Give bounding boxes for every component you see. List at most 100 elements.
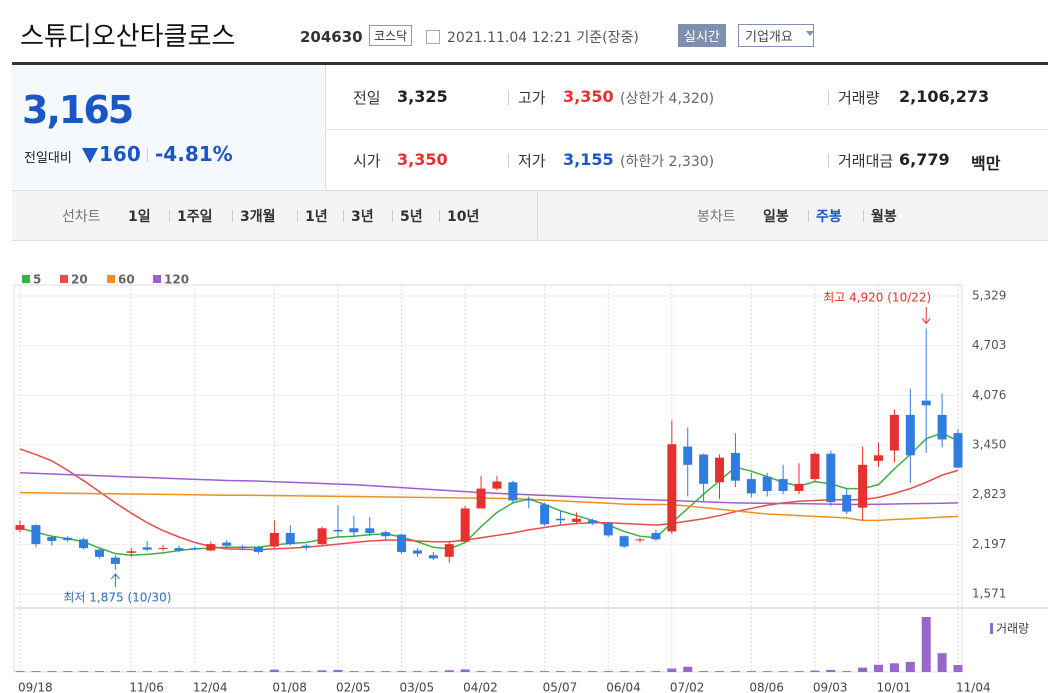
x-tick-label: 09/18 bbox=[18, 681, 53, 693]
x-tick-label: 11/06 bbox=[129, 681, 164, 693]
volume-bar bbox=[762, 671, 772, 672]
tab[interactable]: 월봉 bbox=[871, 209, 897, 225]
candle-body bbox=[142, 547, 152, 550]
separator bbox=[392, 210, 393, 222]
stat-label: 거래대금 bbox=[838, 152, 894, 170]
stat-value: 6,779 bbox=[899, 150, 950, 169]
tab[interactable]: 3개월 bbox=[240, 209, 276, 225]
candle-body bbox=[858, 464, 868, 508]
x-tick-label: 03/05 bbox=[400, 681, 435, 693]
candle-body bbox=[397, 534, 407, 553]
tab[interactable]: 5년 bbox=[400, 209, 423, 225]
x-tick-label: 01/08 bbox=[272, 681, 307, 693]
volume-bar bbox=[31, 671, 41, 672]
candle-body bbox=[953, 433, 963, 468]
y-tick-label: 4,076 bbox=[972, 388, 1006, 402]
tab[interactable]: 1년 bbox=[305, 209, 328, 225]
stat-label: 고가 bbox=[518, 89, 546, 107]
volume-bar bbox=[508, 671, 518, 672]
tab[interactable]: 1일 bbox=[128, 209, 151, 225]
volume-bar bbox=[842, 671, 852, 672]
price-panel bbox=[12, 65, 326, 190]
y-tick-label: 5,329 bbox=[972, 289, 1006, 303]
y-tick-label: 2,197 bbox=[972, 537, 1006, 551]
candle-body bbox=[269, 533, 279, 547]
volume-bar bbox=[778, 671, 788, 672]
volume-bar bbox=[699, 671, 709, 672]
candle-body bbox=[285, 533, 295, 545]
volume-bar bbox=[238, 671, 248, 672]
candle-body bbox=[730, 452, 740, 481]
x-tick-label: 09/03 bbox=[813, 681, 848, 693]
volume-bar bbox=[587, 671, 597, 672]
volume-bar bbox=[953, 665, 963, 672]
volume-bar bbox=[858, 667, 868, 672]
current-price: 3,165 bbox=[22, 88, 134, 132]
volume-bar bbox=[428, 671, 438, 672]
candle-body bbox=[921, 400, 931, 406]
stat-extra: 백만 bbox=[971, 154, 1001, 173]
x-tick-label: 02/05 bbox=[336, 681, 371, 693]
stat-extra: (하한가 2,330) bbox=[620, 154, 715, 170]
candle-body bbox=[524, 498, 534, 501]
tab-divider bbox=[537, 191, 538, 239]
tab[interactable]: 3년 bbox=[351, 209, 374, 225]
legend-label: 5 bbox=[33, 273, 41, 287]
separator bbox=[508, 154, 509, 168]
volume-legend-swatch bbox=[990, 623, 993, 634]
separator bbox=[169, 210, 170, 222]
dropdown-arrow bbox=[806, 31, 814, 40]
candle-body bbox=[222, 542, 232, 546]
stat-extra: (상한가 4,320) bbox=[620, 91, 715, 107]
volume-bar bbox=[619, 671, 629, 672]
separator bbox=[297, 210, 298, 222]
calendar-icon bbox=[426, 30, 440, 44]
candle-body bbox=[317, 528, 327, 545]
volume-bar bbox=[206, 671, 216, 672]
tab[interactable]: 주봉 bbox=[816, 209, 842, 225]
volume-bar bbox=[603, 671, 613, 672]
x-tick-label: 08/06 bbox=[749, 681, 784, 693]
realtime-button[interactable]: 실시간 bbox=[678, 24, 726, 47]
y-tick-label: 2,823 bbox=[972, 487, 1006, 501]
tab[interactable]: 1주일 bbox=[177, 209, 213, 225]
candle-body bbox=[842, 494, 852, 512]
volume-bar bbox=[412, 671, 422, 672]
tab[interactable]: 10년 bbox=[447, 209, 480, 225]
candle-body bbox=[889, 414, 899, 451]
x-tick-label: 12/04 bbox=[193, 681, 228, 693]
candle-body bbox=[79, 539, 89, 549]
volume-bar bbox=[269, 669, 279, 672]
volume-bar bbox=[285, 671, 295, 672]
volume-bar bbox=[190, 671, 200, 672]
volume-label: 거래량 bbox=[996, 622, 1029, 636]
ma-line bbox=[19, 472, 959, 506]
candle-body bbox=[174, 548, 184, 551]
candle-body bbox=[333, 529, 343, 532]
volume-bar bbox=[333, 669, 343, 672]
volume-bar bbox=[253, 671, 263, 672]
high-arrow-head bbox=[921, 318, 931, 325]
stat-value: 3,155 bbox=[563, 150, 614, 169]
y-tick-label: 4,703 bbox=[972, 338, 1006, 352]
volume-bar bbox=[683, 666, 693, 672]
candle-body bbox=[349, 528, 359, 533]
volume-bar bbox=[174, 671, 184, 672]
volume-bar bbox=[397, 671, 407, 672]
volume-bar bbox=[746, 671, 756, 672]
y-tick-label: 3,450 bbox=[972, 438, 1006, 452]
volume-bar bbox=[667, 668, 677, 672]
volume-bar bbox=[222, 671, 232, 672]
tab[interactable]: 일봉 bbox=[763, 209, 789, 225]
candle-body bbox=[238, 546, 248, 549]
volume-bar bbox=[142, 671, 152, 672]
candle-body bbox=[778, 479, 788, 491]
high-annotation: 최고 4,920 (10/22) bbox=[823, 291, 931, 305]
candle-body bbox=[699, 454, 709, 484]
candle-body bbox=[937, 414, 947, 440]
stat-label: 전일 bbox=[353, 89, 381, 107]
volume-bar bbox=[921, 617, 931, 672]
company-button[interactable]: 기업개요 bbox=[738, 24, 814, 47]
candle-body bbox=[476, 488, 486, 509]
